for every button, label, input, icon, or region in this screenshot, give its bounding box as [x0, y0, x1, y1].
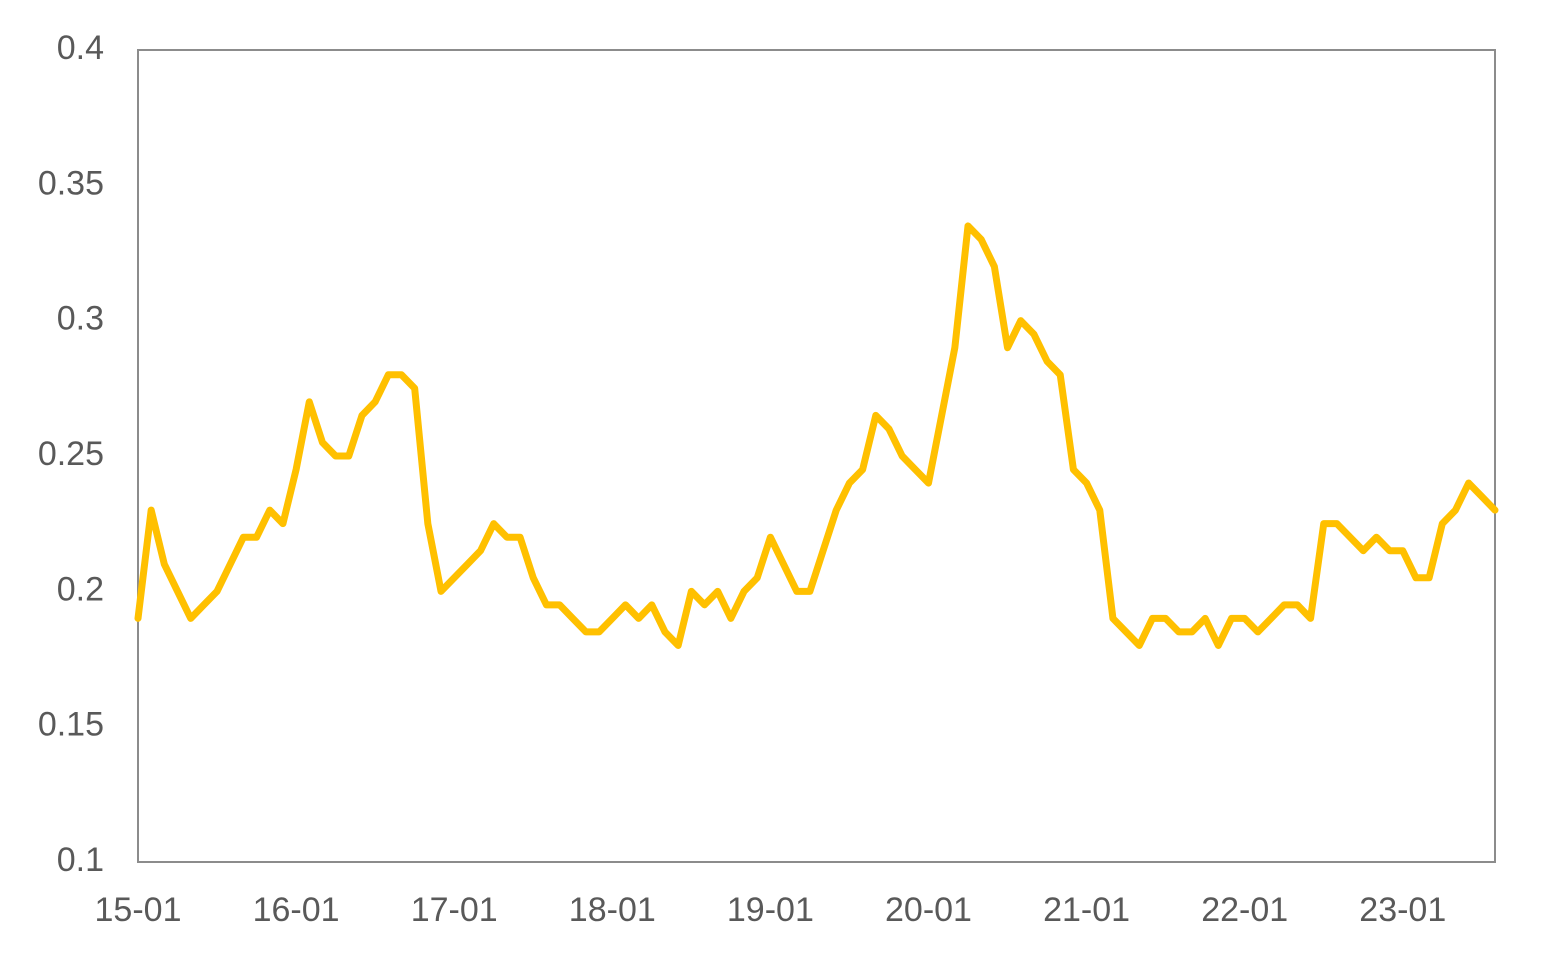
- x-tick-label: 17-01: [411, 891, 498, 929]
- x-tick-label: 20-01: [885, 891, 972, 929]
- plot-frame: [137, 49, 1496, 863]
- y-tick-label: 0.3: [57, 300, 104, 338]
- y-tick-label: 0.1: [57, 841, 104, 879]
- y-tick-label: 0.2: [57, 570, 104, 608]
- y-tick-label: 0.4: [57, 29, 104, 67]
- x-tick-label: 15-01: [95, 891, 182, 929]
- x-tick-label: 23-01: [1359, 891, 1446, 929]
- x-tick-label: 16-01: [253, 891, 340, 929]
- y-tick-label: 0.15: [38, 706, 104, 744]
- x-tick-label: 22-01: [1201, 891, 1288, 929]
- y-tick-label: 0.25: [38, 435, 104, 473]
- x-tick-label: 19-01: [727, 891, 814, 929]
- x-tick-label: 18-01: [569, 891, 656, 929]
- y-tick-label: 0.35: [38, 164, 104, 202]
- x-tick-label: 21-01: [1043, 891, 1130, 929]
- data-line: [134, 222, 1499, 649]
